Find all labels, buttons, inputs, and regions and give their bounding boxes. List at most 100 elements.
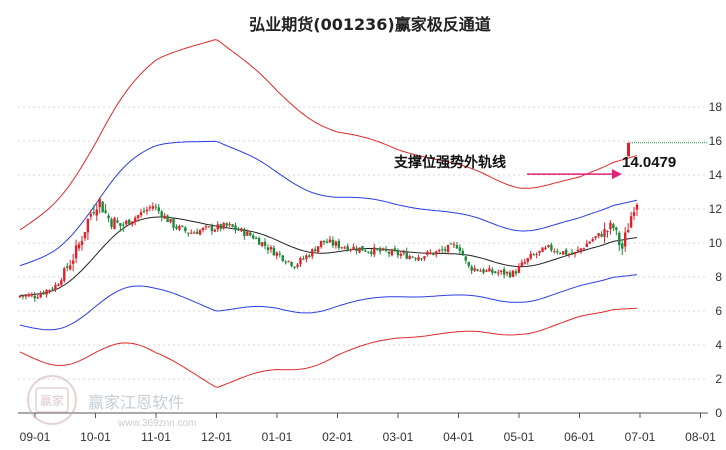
candle (18, 295, 22, 299)
candle (125, 219, 128, 226)
candle (198, 228, 202, 236)
candle (423, 255, 426, 262)
candle (435, 250, 438, 258)
candle (340, 246, 343, 250)
candle (116, 217, 119, 224)
candle (36, 293, 39, 300)
grid (18, 106, 708, 414)
candle (228, 221, 231, 228)
candle (544, 245, 547, 251)
candle (378, 246, 382, 255)
candle (417, 254, 420, 262)
candle (597, 233, 600, 239)
candle (393, 245, 397, 252)
x-tick-label: 05-01 (504, 430, 535, 444)
candle (559, 251, 562, 255)
candle (66, 262, 69, 272)
candle (443, 246, 447, 254)
watermark-logo: 赢家 (27, 375, 77, 425)
candle (86, 218, 90, 240)
candle (219, 223, 222, 232)
candle (139, 208, 143, 218)
candle (30, 292, 34, 298)
candle (585, 239, 589, 248)
candle (429, 249, 432, 255)
candle (591, 237, 594, 243)
candle (505, 271, 509, 277)
candle (337, 238, 341, 251)
candle (252, 233, 255, 240)
y-tick-label: 18 (709, 100, 723, 114)
candle (263, 238, 267, 250)
candle (68, 259, 72, 271)
candle (594, 235, 597, 241)
annotation-value: 14.0479 (622, 154, 676, 171)
candle (316, 246, 320, 254)
candle (184, 225, 187, 234)
candle (408, 254, 411, 260)
candle (98, 197, 101, 214)
candle (346, 243, 349, 252)
candle (308, 253, 311, 258)
candle (284, 259, 287, 265)
candle (579, 248, 583, 254)
candle (314, 246, 317, 252)
candle (225, 222, 228, 228)
candle (60, 277, 63, 288)
candle (119, 222, 122, 232)
candle (45, 289, 48, 298)
candle (192, 230, 196, 234)
candle (606, 230, 609, 238)
candle (387, 250, 391, 258)
candle (27, 292, 31, 298)
candle (207, 226, 211, 228)
candle (249, 230, 252, 237)
candle (420, 258, 423, 262)
candle (237, 227, 240, 231)
candle (494, 270, 497, 274)
candle (92, 205, 96, 216)
candle (556, 248, 559, 255)
candle (325, 238, 329, 244)
candle (334, 240, 338, 249)
annotation-label: 支撑位强势外轨线 (393, 154, 506, 171)
watermark: 赢家 赢家江恩软件 www.369znn.com (27, 375, 196, 429)
candle (130, 221, 134, 227)
candle (520, 259, 524, 268)
candle (476, 268, 479, 272)
candle (39, 291, 42, 299)
candle (281, 254, 284, 263)
support-annotation: 支撑位强势外轨线 14.0479 (393, 154, 676, 180)
candle (151, 202, 155, 211)
top-marker (627, 142, 708, 157)
candle (216, 221, 219, 233)
candle (311, 248, 314, 260)
candle (278, 251, 281, 258)
candle (629, 211, 633, 229)
y-tick-label: 2 (715, 372, 722, 386)
candle (541, 247, 544, 252)
candle (154, 203, 157, 211)
candle (181, 225, 184, 228)
candle (290, 261, 293, 268)
y-tick-label: 12 (709, 202, 723, 216)
candle (488, 265, 491, 272)
x-tick-label: 01-01 (262, 430, 293, 444)
y-tick-label: 14 (709, 168, 723, 182)
candle (497, 269, 500, 277)
x-axis-labels: 09-01 10-01 11-01 12-01 01-01 02-01 03-01 04-01… (20, 430, 717, 444)
candle (461, 248, 465, 256)
candle (266, 244, 270, 254)
middle-band (19, 216, 638, 296)
candle (508, 270, 512, 279)
watermark-url: www.369znn.com (117, 418, 196, 429)
candle (169, 218, 172, 224)
candle (438, 248, 441, 253)
candle (573, 251, 577, 258)
inner-lower-band (19, 274, 638, 331)
candle (42, 290, 45, 295)
y-tick-label: 10 (709, 236, 723, 250)
candle (104, 203, 107, 214)
candle (160, 209, 163, 222)
